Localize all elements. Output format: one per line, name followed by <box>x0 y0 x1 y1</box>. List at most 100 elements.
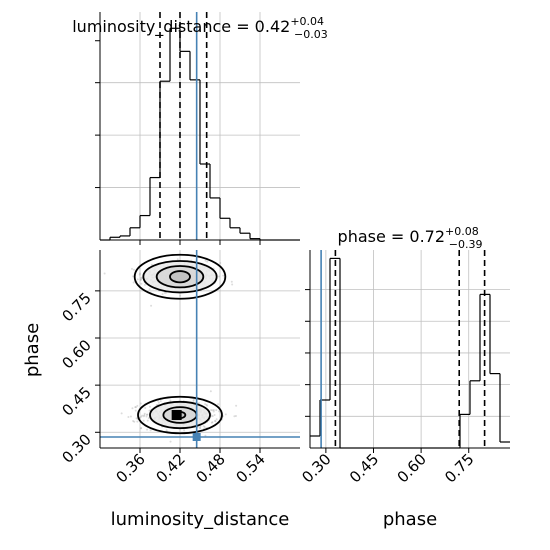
sample-point <box>142 415 145 418</box>
sample-point <box>103 272 106 275</box>
sample-point <box>210 409 213 412</box>
sample-point <box>169 440 172 443</box>
histogram-title-luminosity-distance: luminosity_distance = 0.42+0.04 −0.03 <box>72 15 328 41</box>
sample-point <box>148 409 151 412</box>
sample-point <box>218 410 221 413</box>
sample-point <box>138 273 141 276</box>
sample-point <box>146 428 149 431</box>
sample-point <box>205 403 208 406</box>
sample-point <box>203 426 206 429</box>
sample-point <box>140 427 143 430</box>
sample-point <box>204 259 207 262</box>
sample-point <box>139 278 142 281</box>
x-tick-label-2: 0.48 <box>192 450 228 486</box>
luminosity-distance-histogram-panel: luminosity_distance = 0.42+0.04 −0.03 <box>72 12 328 245</box>
sample-point <box>176 258 179 261</box>
sample-point <box>192 399 195 402</box>
sample-point <box>192 398 195 401</box>
sample-point <box>139 272 142 275</box>
contour-mode0-level3 <box>133 253 227 300</box>
sample-point <box>132 281 135 284</box>
sample-point <box>143 412 146 415</box>
sample-point <box>218 275 221 278</box>
sample-point <box>211 409 214 412</box>
x-axis-label-luminosity-distance: luminosity_distance <box>111 509 290 530</box>
sample-point <box>214 420 217 423</box>
sample-point <box>157 401 160 404</box>
sample-point <box>144 283 147 286</box>
sample-point <box>163 291 166 294</box>
sample-point <box>148 288 151 291</box>
sample-point <box>179 294 182 297</box>
sample-point <box>211 421 214 424</box>
sample-point <box>136 420 139 423</box>
sample-point <box>212 408 215 411</box>
sample-point <box>231 283 234 286</box>
sample-point <box>139 278 142 281</box>
sample-point <box>213 414 216 417</box>
sample-point <box>144 406 147 409</box>
sample-point <box>199 427 202 430</box>
sample-point <box>183 429 186 432</box>
sample-point <box>127 416 130 419</box>
sample-point <box>129 415 132 418</box>
sample-point <box>143 414 146 417</box>
y-tick-label-1: 0.45 <box>58 383 94 419</box>
phase-histogram-panel: 0.30 0.45 0.60 0.75 phase = 0.72+0.08 −0.39 <box>298 225 510 486</box>
sample-point <box>134 409 137 412</box>
sample-point <box>134 406 137 409</box>
x-axis-label-phase: phase <box>383 509 437 530</box>
sample-point <box>210 421 213 424</box>
sample-point <box>150 263 153 266</box>
sample-point <box>132 420 135 423</box>
y-tick-label-0: 0.30 <box>58 430 94 466</box>
sample-point <box>224 413 227 416</box>
x-tick-label-3: 0.75 <box>441 450 477 486</box>
peak-marker <box>171 410 182 420</box>
sample-point <box>120 412 123 415</box>
sample-point <box>159 400 162 403</box>
sample-point <box>135 406 138 409</box>
contour-mode0-level0 <box>169 270 191 284</box>
sample-point <box>140 276 143 279</box>
sample-point <box>136 404 139 407</box>
sample-point <box>215 418 218 421</box>
sample-point <box>198 426 201 429</box>
sample-point <box>202 425 205 428</box>
sample-point <box>233 415 236 418</box>
sample-point <box>146 413 149 416</box>
sample-point <box>206 260 209 263</box>
sample-point <box>142 419 145 422</box>
histogram-title-phase: phase = 0.72+0.08 −0.39 <box>338 225 483 251</box>
sample-point <box>132 275 135 278</box>
sample-point <box>217 403 220 406</box>
axis-labels: luminosity_distance phase phase <box>22 323 437 530</box>
sample-point <box>132 268 135 271</box>
sample-point <box>219 261 222 264</box>
sample-point <box>133 420 136 423</box>
sample-point <box>140 415 143 418</box>
sample-point <box>148 405 151 408</box>
y-tick-label-2: 0.60 <box>58 336 94 372</box>
sample-point <box>140 277 143 280</box>
phase-vs-luminosity-distance-panel: 0.36 0.42 0.48 0.54 0.30 0.45 0.60 0.75 <box>58 250 300 486</box>
sample-point <box>146 413 149 416</box>
x-tick-label-2: 0.60 <box>394 450 430 486</box>
sample-point <box>169 399 172 402</box>
y-tick-label-3: 0.75 <box>58 289 94 325</box>
sample-point <box>139 402 142 405</box>
x-tick-label-3: 0.54 <box>232 450 268 486</box>
sample-point <box>150 304 153 307</box>
sample-point <box>204 403 207 406</box>
sample-point <box>222 274 225 277</box>
sample-point <box>140 282 143 285</box>
truth-marker <box>192 433 201 441</box>
sample-point <box>197 402 200 405</box>
sample-point <box>141 414 144 417</box>
sample-point <box>147 417 150 420</box>
sample-point <box>131 407 134 410</box>
sample-point <box>212 410 215 413</box>
sample-point <box>214 419 217 422</box>
sample-point <box>135 417 138 420</box>
